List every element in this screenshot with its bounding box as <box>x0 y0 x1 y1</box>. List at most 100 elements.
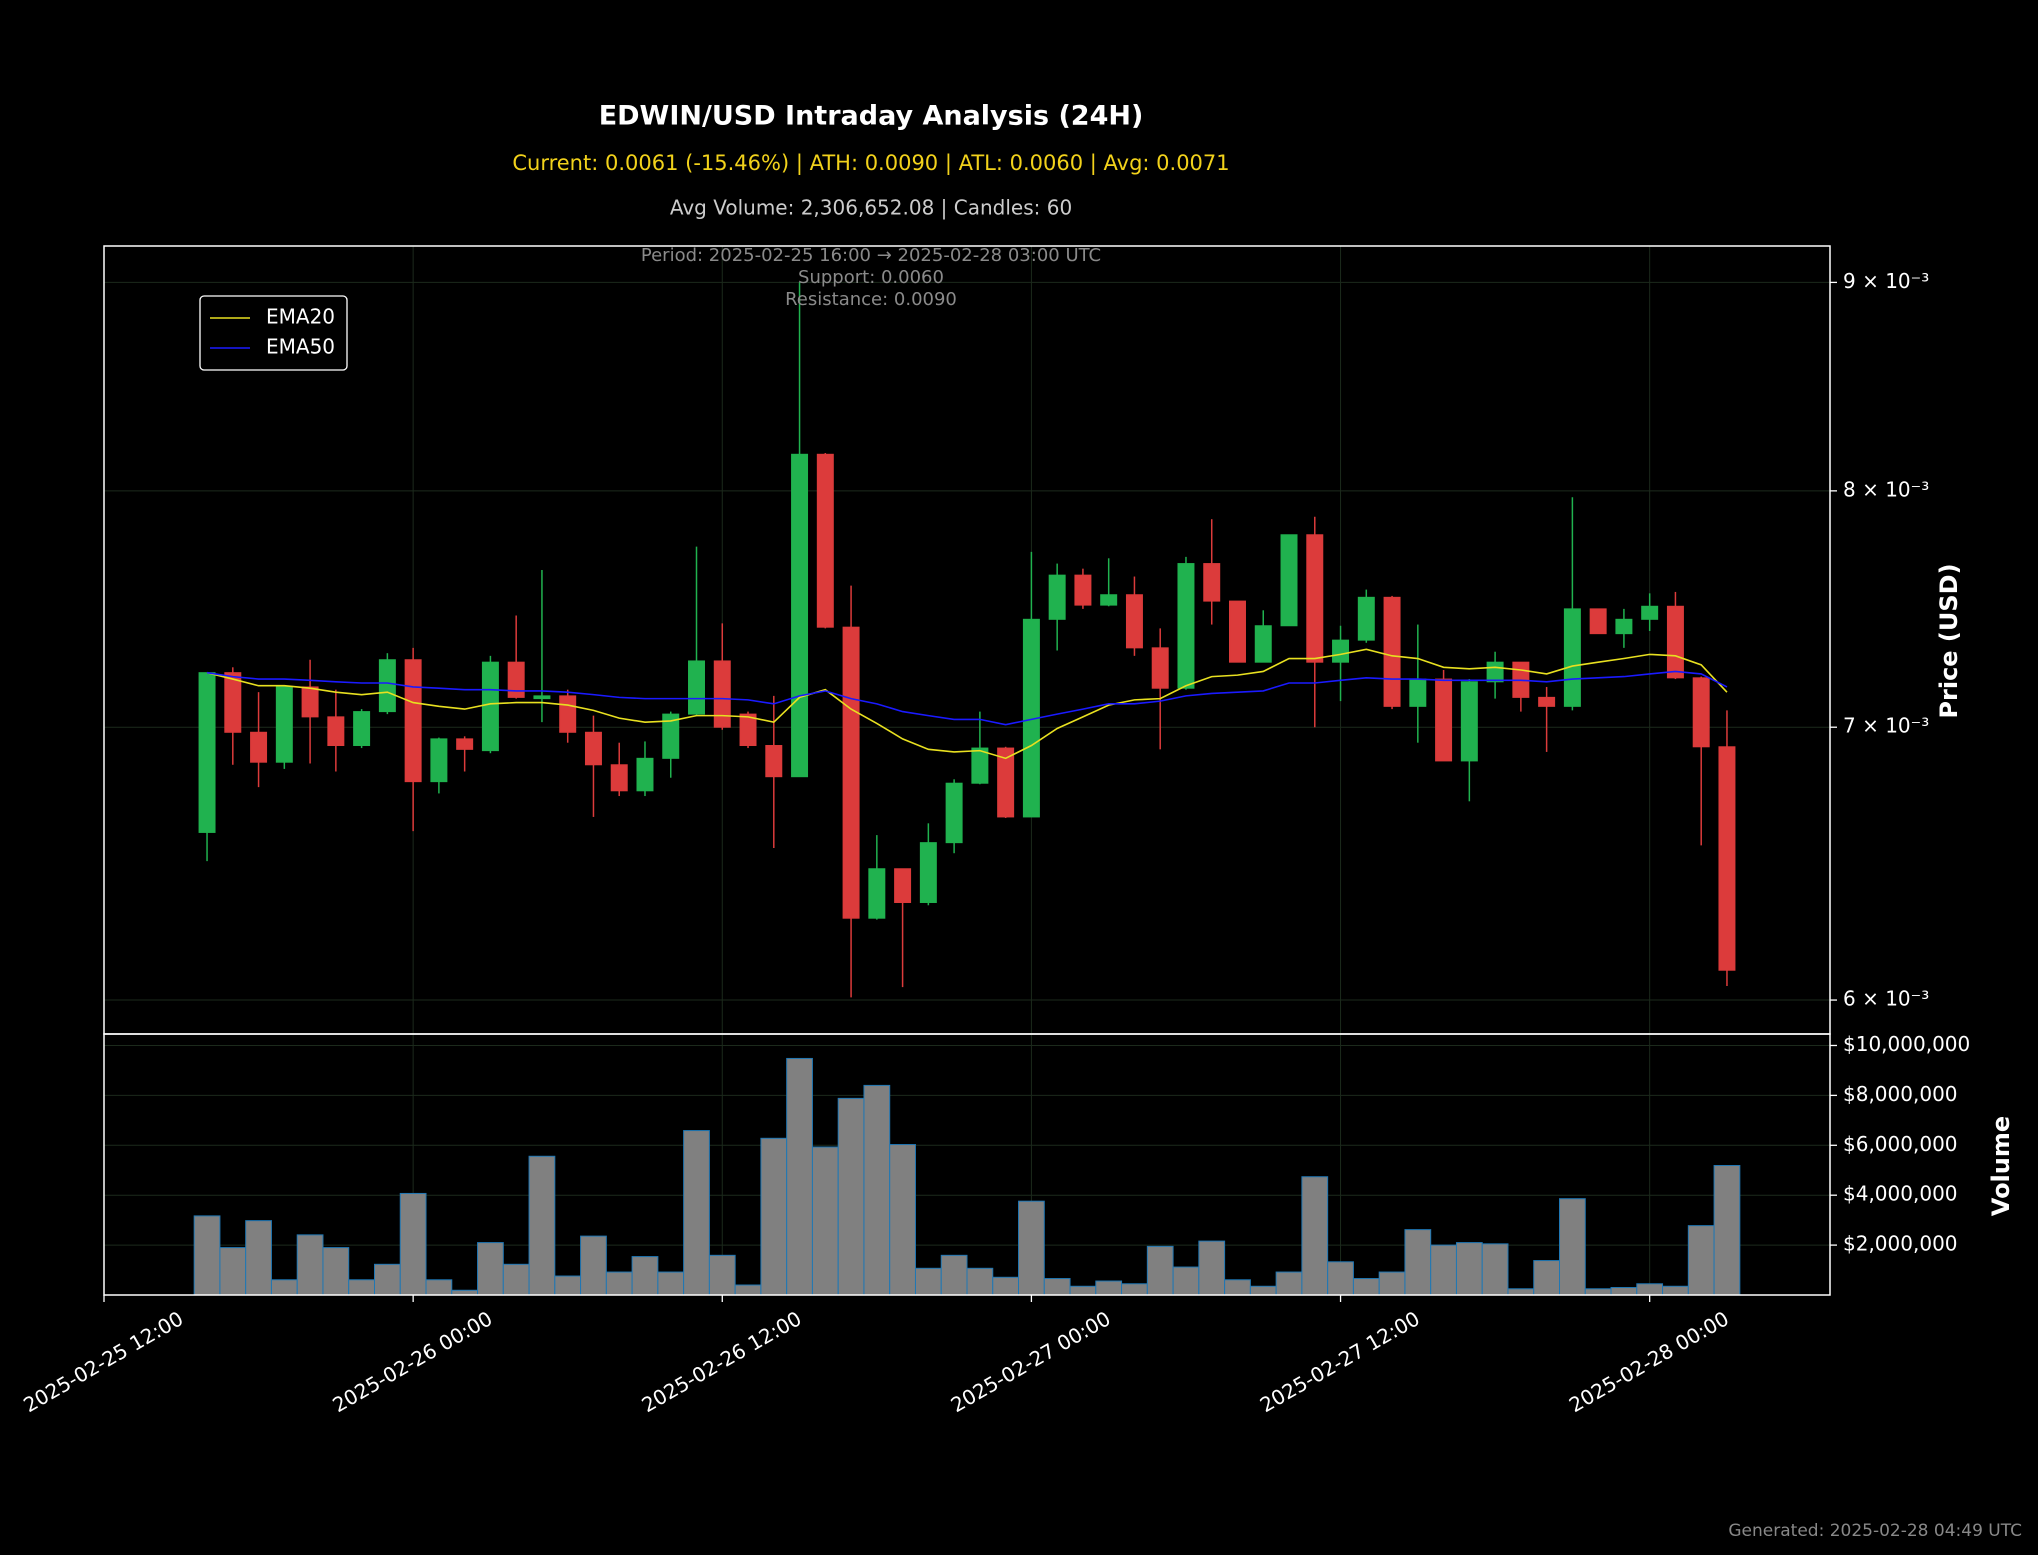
candle-body <box>301 686 319 718</box>
volume-bar <box>270 1279 298 1296</box>
volume-bar <box>193 1215 221 1296</box>
volume-bar <box>245 1220 272 1296</box>
volume-bar <box>683 1130 710 1296</box>
candle-body <box>636 757 654 792</box>
candle-body <box>1409 678 1427 707</box>
candle-body <box>1048 574 1066 620</box>
candle-body <box>1486 661 1504 683</box>
candle-body <box>1229 600 1246 663</box>
y-tick-label: $4,000,000 <box>1843 1182 1958 1206</box>
volume-bar <box>1559 1198 1586 1296</box>
candle-body <box>404 659 422 783</box>
volume-bar <box>1584 1288 1612 1296</box>
candle-body <box>430 738 448 783</box>
candle-body <box>1563 608 1581 707</box>
candle-body <box>1538 696 1556 707</box>
y-axis-title: Price (USD) <box>1935 563 1963 718</box>
panel-frame <box>103 1033 1831 1296</box>
volume-bar <box>940 1254 968 1296</box>
candle-body <box>1666 605 1684 679</box>
volume-bar <box>1275 1271 1303 1296</box>
volume-bar <box>528 1155 556 1296</box>
volume-bar <box>1533 1260 1561 1296</box>
candle-body <box>353 711 371 747</box>
y-axis-title: Volume <box>1987 1116 2015 1216</box>
candle-body <box>791 453 809 778</box>
volume-bar <box>605 1271 633 1296</box>
candle-body <box>610 764 628 792</box>
candle-body <box>842 626 860 919</box>
y-tick-label: $6,000,000 <box>1843 1132 1958 1156</box>
volume-bar <box>1378 1271 1406 1296</box>
volume-bar <box>1327 1261 1354 1296</box>
volume-bar <box>1481 1243 1509 1296</box>
y-tick-label: 8 × 10⁻³ <box>1843 477 1929 501</box>
volume-bar <box>219 1247 247 1296</box>
volume-bar <box>889 1144 916 1296</box>
volume-bar <box>1249 1285 1277 1296</box>
ema-line <box>206 648 1728 760</box>
candle-body <box>1151 647 1169 689</box>
volume-bar <box>1404 1229 1432 1296</box>
candle-body <box>919 842 937 903</box>
legend <box>199 295 348 371</box>
volume-bar <box>1430 1244 1457 1296</box>
legend-label: EMA50 <box>266 335 335 359</box>
annotation: Period: 2025-02-25 16:00 → 2025-02-28 03… <box>641 245 1101 266</box>
candle-body <box>1692 677 1710 748</box>
candle-body <box>1460 681 1478 762</box>
volume-bar <box>657 1271 685 1296</box>
volume-bar <box>502 1263 530 1296</box>
candle-body <box>1718 746 1736 971</box>
candle-body <box>1100 594 1118 606</box>
candle-body <box>327 716 345 747</box>
candle-body <box>1177 563 1195 689</box>
candle-body <box>868 868 886 919</box>
volume-bar <box>734 1284 762 1296</box>
volume-bar <box>1095 1280 1123 1296</box>
volume-bar <box>1507 1288 1535 1296</box>
y-tick-label: $2,000,000 <box>1843 1232 1958 1256</box>
candle-body <box>739 713 757 747</box>
volume-bar <box>554 1275 582 1296</box>
volume-bar <box>837 1097 865 1296</box>
volume-bar <box>1018 1200 1045 1296</box>
candle-body <box>971 747 989 784</box>
candle-body <box>997 747 1015 818</box>
volume-bar <box>760 1137 788 1296</box>
legend-label: EMA20 <box>266 305 335 329</box>
volume-bar <box>1121 1283 1148 1296</box>
volume-bar <box>863 1084 891 1296</box>
candle-body <box>662 713 680 759</box>
volume-bar <box>373 1263 401 1296</box>
candle-body <box>481 661 499 752</box>
volume-bar <box>322 1247 350 1296</box>
y-tick-label: $10,000,000 <box>1843 1032 1970 1056</box>
chart-title: EDWIN/USD Intraday Analysis (24H) <box>599 101 1144 132</box>
volume-bar <box>296 1234 324 1296</box>
candle-body <box>275 686 293 763</box>
annotation: Resistance: 0.0090 <box>785 289 957 310</box>
candle-body <box>1383 596 1401 707</box>
chart-subtitle: Current: 0.0061 (-15.46%) | ATH: 0.0090 … <box>512 151 1229 176</box>
candle-body <box>584 731 602 766</box>
volume-bar <box>1224 1279 1251 1296</box>
candle-body <box>1332 639 1350 663</box>
candle-body <box>1254 625 1272 663</box>
volume-bar <box>1043 1278 1071 1296</box>
volume-bar <box>1713 1164 1741 1296</box>
volume-bar <box>786 1057 813 1296</box>
candle-body <box>688 660 705 715</box>
volume-bar <box>580 1235 607 1296</box>
volume-bar <box>966 1267 994 1296</box>
volume-bar <box>1172 1266 1200 1296</box>
y-tick-label: 6 × 10⁻³ <box>1843 987 1929 1011</box>
candle-body <box>713 660 731 728</box>
volume-bar <box>1610 1287 1638 1296</box>
y-tick-label: 9 × 10⁻³ <box>1843 269 1929 293</box>
y-tick-label: $8,000,000 <box>1843 1082 1958 1106</box>
y-tick-label: 7 × 10⁻³ <box>1843 714 1929 738</box>
candle-body <box>1641 605 1659 620</box>
